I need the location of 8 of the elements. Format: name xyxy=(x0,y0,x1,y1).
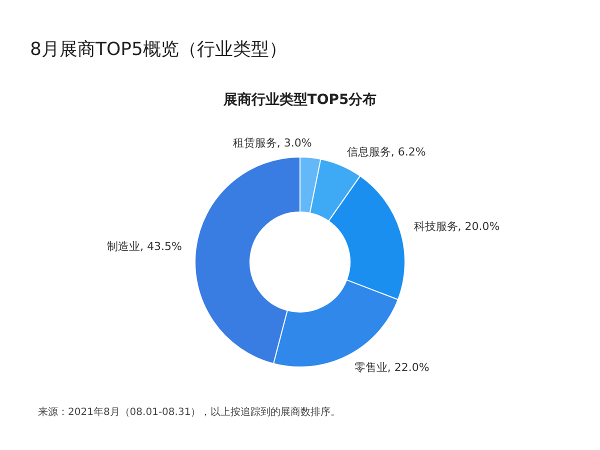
chart-subtitle: 展商行业类型TOP5分布 xyxy=(222,91,377,108)
slice-label: 零售业, 22.0% xyxy=(354,360,430,374)
slice-label: 科技服务, 20.0% xyxy=(414,220,500,234)
slice-label: 制造业, 43.5% xyxy=(107,240,182,253)
source-note: 来源：2021年8月（08.01-08.31），以上按追踪到的展商数排序。 xyxy=(38,406,341,418)
slice-label: 信息服务, 6.2% xyxy=(346,146,426,159)
chart-title: 8月展商TOP5概览（行业类型） xyxy=(30,39,287,60)
slice-label: 租赁服务, 3.0% xyxy=(232,136,312,150)
